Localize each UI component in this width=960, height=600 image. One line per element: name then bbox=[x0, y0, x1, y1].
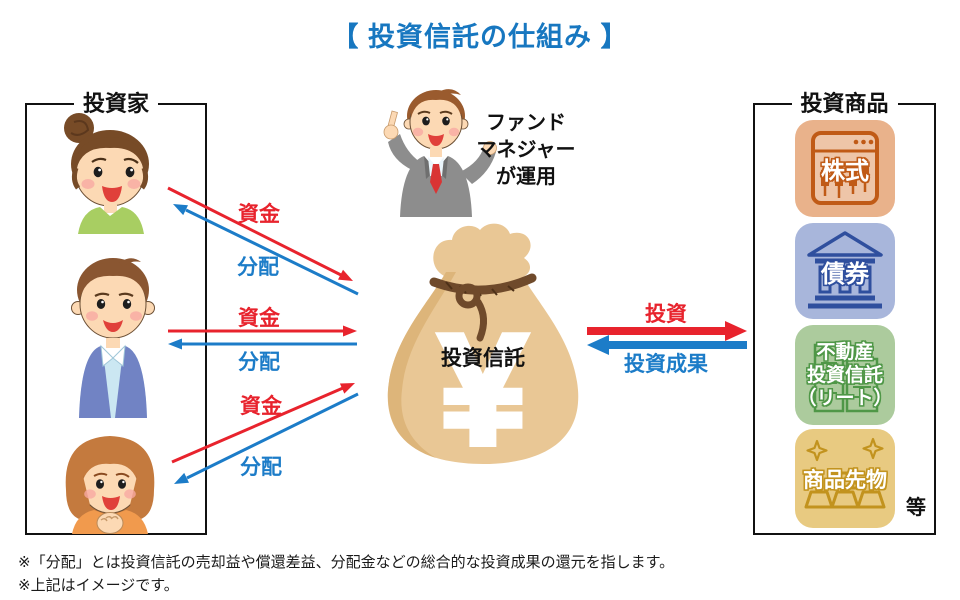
distribution-label-top: 分配 bbox=[237, 256, 279, 279]
distribution-label-bottom: 分配 bbox=[240, 456, 282, 479]
fund-name-label: 投資信託 bbox=[441, 347, 525, 370]
woman-bob-icon bbox=[65, 436, 155, 534]
products-box-label: 投資商品 bbox=[791, 90, 898, 118]
footnote-image: ※上記はイメージです。 bbox=[18, 577, 179, 594]
money-bag-illustration: ¥ bbox=[376, 220, 590, 481]
caption-line: マネジャー bbox=[476, 139, 576, 161]
product-label-reit: 不動産 投資信託 （リート） bbox=[797, 341, 893, 409]
caption-line: が運用 bbox=[496, 166, 556, 188]
investor-man-middle-illustration bbox=[63, 246, 163, 418]
page-title: 【 投資信託の仕組み 】 bbox=[331, 22, 629, 52]
footnote-distribution: ※「分配」とは投資信託の売却益や償還差益、分配金などの総合的な投資成果の還元を指… bbox=[18, 554, 675, 571]
fund-manager-icon bbox=[383, 89, 497, 217]
fund-manager-caption: ファンド マネジャー が運用 bbox=[459, 110, 593, 191]
product-card-reit: 不動産 投資信託 （リート） bbox=[795, 325, 895, 425]
woman-bun-icon bbox=[64, 113, 149, 234]
gold-bars-icon bbox=[804, 437, 886, 509]
yen-symbol: ¥ bbox=[439, 302, 527, 470]
caption-line: ファンド bbox=[486, 112, 566, 134]
product-card-commodities: 商品先物 bbox=[795, 429, 895, 528]
candlestick-chart-icon bbox=[811, 131, 879, 205]
fund-manager-illustration bbox=[376, 84, 500, 217]
bank-icon bbox=[807, 231, 883, 309]
distribution-label-middle: 分配 bbox=[238, 351, 280, 374]
product-label-commodities: 商品先物 bbox=[803, 468, 887, 492]
man-icon bbox=[71, 258, 155, 418]
investors-box: 投資家 bbox=[25, 90, 207, 535]
buildings-icon bbox=[813, 343, 879, 413]
funds-label-middle: 資金 bbox=[238, 307, 280, 330]
product-card-bonds: 債券 bbox=[795, 223, 895, 319]
investor-woman-bottom-illustration bbox=[54, 428, 166, 534]
products-box: 投資商品 株式 bbox=[753, 90, 936, 535]
product-label-bonds: 債券 bbox=[821, 260, 869, 288]
investor-woman-top-illustration bbox=[52, 112, 164, 234]
investors-box-label: 投資家 bbox=[73, 90, 159, 118]
invest-label: 投資 bbox=[645, 303, 687, 326]
investment-results-label: 投資成果 bbox=[624, 353, 708, 376]
funds-label-bottom: 資金 bbox=[240, 395, 282, 418]
money-bag-icon: ¥ bbox=[387, 223, 579, 481]
product-label-stocks: 株式 bbox=[821, 158, 869, 185]
etc-label: 等 bbox=[906, 497, 926, 519]
product-card-stocks: 株式 bbox=[795, 120, 895, 217]
funds-label-top: 資金 bbox=[238, 203, 280, 226]
